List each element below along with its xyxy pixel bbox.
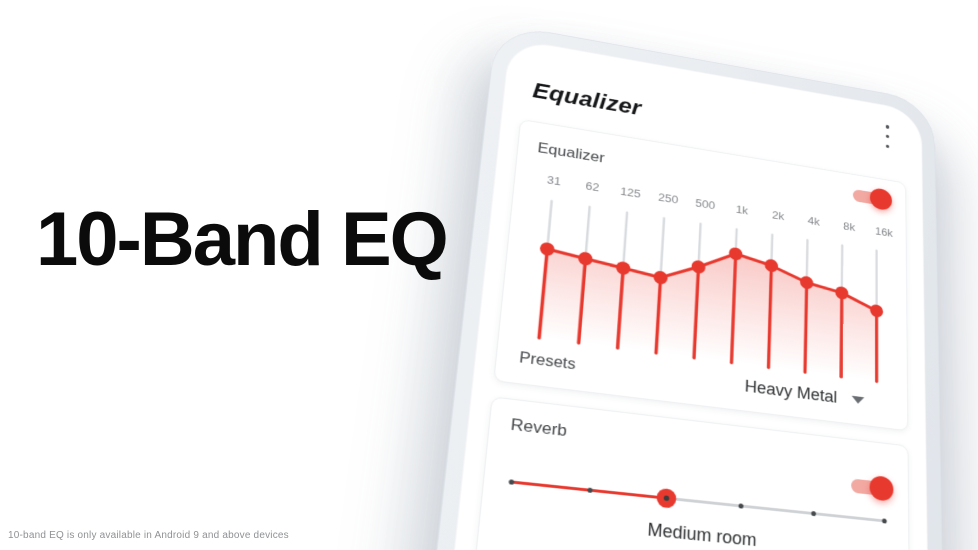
eq-band-track-upper[interactable] — [661, 218, 664, 276]
eq-band-track-lower[interactable] — [841, 293, 842, 377]
phone-mockup: Equalizer Equalizer 31 62 125 250 500 1k 2k 4k 8… — [388, 22, 950, 550]
reverb-slider-tick-60 — [738, 503, 744, 509]
freq-label-125: 125 — [620, 184, 642, 201]
reverb-slider-tick-80 — [811, 510, 817, 517]
reverb-slider-tick-0 — [508, 479, 515, 485]
freq-label-16k: 16k — [874, 224, 893, 240]
eq-band-track-upper[interactable] — [699, 224, 701, 265]
freq-label-4k: 4k — [807, 214, 820, 229]
page-title: 10-Band EQ — [36, 197, 449, 282]
equalizer-card: Equalizer 31 62 125 250 500 1k 2k 4k 8k 16k Prese… — [493, 118, 909, 432]
freq-label-8k: 8k — [843, 219, 856, 234]
kebab-menu-icon[interactable] — [881, 124, 894, 149]
eq-band-track-upper[interactable] — [807, 240, 808, 281]
reverb-slider[interactable] — [503, 460, 890, 542]
reverb-card: Reverb Medium room — [469, 396, 911, 550]
eq-band-track-upper[interactable] — [547, 201, 551, 247]
freq-label-31: 31 — [546, 173, 562, 188]
eq-band-track-lower[interactable] — [805, 283, 807, 373]
reverb-toggle[interactable] — [851, 473, 894, 502]
toggle-thumb[interactable] — [869, 474, 894, 502]
freq-label-2k: 2k — [771, 208, 785, 223]
caret-down-icon — [851, 396, 865, 405]
freq-label-1k: 1k — [735, 202, 749, 217]
freq-label-250: 250 — [657, 190, 679, 207]
eq-area-fill — [539, 226, 877, 382]
equalizer-band-sliders[interactable] — [518, 188, 889, 395]
toggle-thumb[interactable] — [869, 187, 893, 212]
footnote-text: 10-band EQ is only available in Android … — [8, 530, 289, 541]
phone-screen: Equalizer Equalizer 31 62 125 250 500 1k 2k 4k 8… — [409, 37, 934, 550]
eq-band-track-upper[interactable] — [623, 212, 627, 266]
reverb-slider-track[interactable] — [666, 498, 884, 521]
freq-label-500: 500 — [695, 196, 716, 212]
freq-label-62: 62 — [585, 179, 600, 194]
eq-band-track-upper[interactable] — [586, 207, 590, 257]
reverb-slider-tick-100 — [882, 518, 887, 524]
reverb-slider-tick-20 — [587, 487, 593, 493]
reverb-slider-thumb[interactable] — [656, 487, 677, 509]
